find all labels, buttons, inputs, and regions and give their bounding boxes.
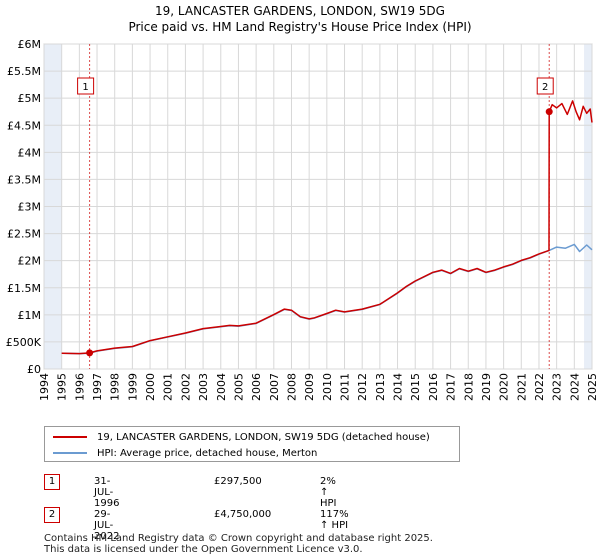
y-tick-label: £6M xyxy=(18,38,42,51)
y-tick-label: £1.5M xyxy=(7,282,41,295)
x-tick-label: 2020 xyxy=(498,373,511,401)
legend-swatch-property xyxy=(53,436,87,438)
x-tick-label: 1994 xyxy=(38,373,51,401)
x-tick-label: 2023 xyxy=(551,373,564,401)
x-tick-label: 2013 xyxy=(374,373,387,401)
x-tick-label: 2011 xyxy=(339,373,352,401)
x-tick-label: 2010 xyxy=(321,373,334,401)
x-tick-label: 2002 xyxy=(179,373,192,401)
y-tick-label: £2M xyxy=(18,255,42,268)
x-tick-label: 2009 xyxy=(303,373,316,401)
x-tick-label: 2004 xyxy=(215,373,228,401)
x-tick-label: 2014 xyxy=(392,373,405,401)
footer-line-2: This data is licensed under the Open Gov… xyxy=(44,544,363,555)
y-tick-label: £500K xyxy=(6,336,42,349)
sale-hpi-change: 2% ↑ HPI xyxy=(320,476,337,509)
y-tick-label: £1M xyxy=(18,309,42,322)
footer: Contains HM Land Registry data © Crown c… xyxy=(44,533,433,555)
grid xyxy=(43,43,593,370)
series-property-line xyxy=(61,100,593,355)
x-tick-label: 1997 xyxy=(91,373,104,401)
x-tick-label: 2022 xyxy=(533,373,546,401)
x-tick-label: 2007 xyxy=(268,373,281,401)
y-tick-label: £4M xyxy=(18,146,42,159)
x-tick-label: 2000 xyxy=(144,373,157,401)
y-axis: £0 £500K £1M £1.5M £2M £2.5M £3M £3.5M £4M £4.5M £… xyxy=(6,38,42,376)
x-tick-label: 1995 xyxy=(56,373,69,401)
x-tick-label: 1999 xyxy=(126,373,139,401)
chart-title: 19, LANCASTER GARDENS, LONDON, SW19 5DG xyxy=(155,4,445,18)
y-tick-label: £4.5M xyxy=(7,119,41,132)
x-tick-label: 2008 xyxy=(285,373,298,401)
price-chart: 19, LANCASTER GARDENS, LONDON, SW19 5DG … xyxy=(6,4,599,401)
legend-label-property: 19, LANCASTER GARDENS, LONDON, SW19 5DG … xyxy=(97,431,430,443)
legend-label-hpi: HPI: Average price, detached house, Mert… xyxy=(97,447,318,459)
legend-item-property: 19, LANCASTER GARDENS, LONDON, SW19 5DG … xyxy=(53,429,430,445)
legend-item-hpi: HPI: Average price, detached house, Mert… xyxy=(53,445,317,461)
series-layer xyxy=(61,100,593,355)
x-tick-label: 2005 xyxy=(232,373,245,401)
y-tick-label: £3.5M xyxy=(7,173,41,186)
sale-hpi-change: 117% ↑ HPI xyxy=(320,509,349,531)
y-tick-label: £2.5M xyxy=(7,228,41,241)
x-axis: 1994 1995 1996 1997 1998 1999 2000 2001 2002 2003… xyxy=(38,373,599,401)
sale-badge: 1 xyxy=(44,474,60,490)
sale-label: 1 xyxy=(82,82,88,93)
y-tick-label: £5M xyxy=(18,92,42,105)
x-tick-label: 2016 xyxy=(427,373,440,401)
x-tick-label: 2006 xyxy=(250,373,263,401)
sale-point xyxy=(545,108,553,116)
x-tick-label: 2003 xyxy=(197,373,210,401)
x-tick-label: 2012 xyxy=(356,373,369,401)
legend-swatch-hpi xyxy=(53,452,87,454)
sale-label-box xyxy=(77,77,95,95)
legend: 19, LANCASTER GARDENS, LONDON, SW19 5DG … xyxy=(44,426,460,462)
footer-line-1: Contains HM Land Registry data © Crown c… xyxy=(44,533,433,544)
chart-subtitle: Price paid vs. HM Land Registry's House … xyxy=(128,20,471,34)
sale-date: 31-JUL-1996 xyxy=(94,476,120,509)
x-tick-label: 2017 xyxy=(445,373,458,401)
x-tick-label: 2025 xyxy=(586,373,599,401)
x-tick-label: 1998 xyxy=(109,373,122,401)
x-tick-label: 1996 xyxy=(73,373,86,401)
sale-date: 29-JUL-2022 xyxy=(94,509,120,542)
x-tick-label: 2019 xyxy=(480,373,493,401)
x-tick-label: 2024 xyxy=(568,373,581,401)
sale-price: £297,500 xyxy=(214,476,262,487)
y-tick-label: £3M xyxy=(18,201,42,214)
x-tick-label: 2021 xyxy=(515,373,528,401)
x-tick-label: 2001 xyxy=(162,373,175,401)
sale-badge: 2 xyxy=(44,507,60,523)
sale-point xyxy=(86,349,94,357)
x-tick-label: 2015 xyxy=(409,373,422,401)
y-tick-label: £0 xyxy=(27,363,41,376)
y-tick-label: £5.5M xyxy=(7,65,41,78)
sale-label: 2 xyxy=(542,82,548,93)
sale-label-box xyxy=(536,77,554,95)
sale-price: £4,750,000 xyxy=(214,509,272,520)
x-tick-label: 2018 xyxy=(462,373,475,401)
